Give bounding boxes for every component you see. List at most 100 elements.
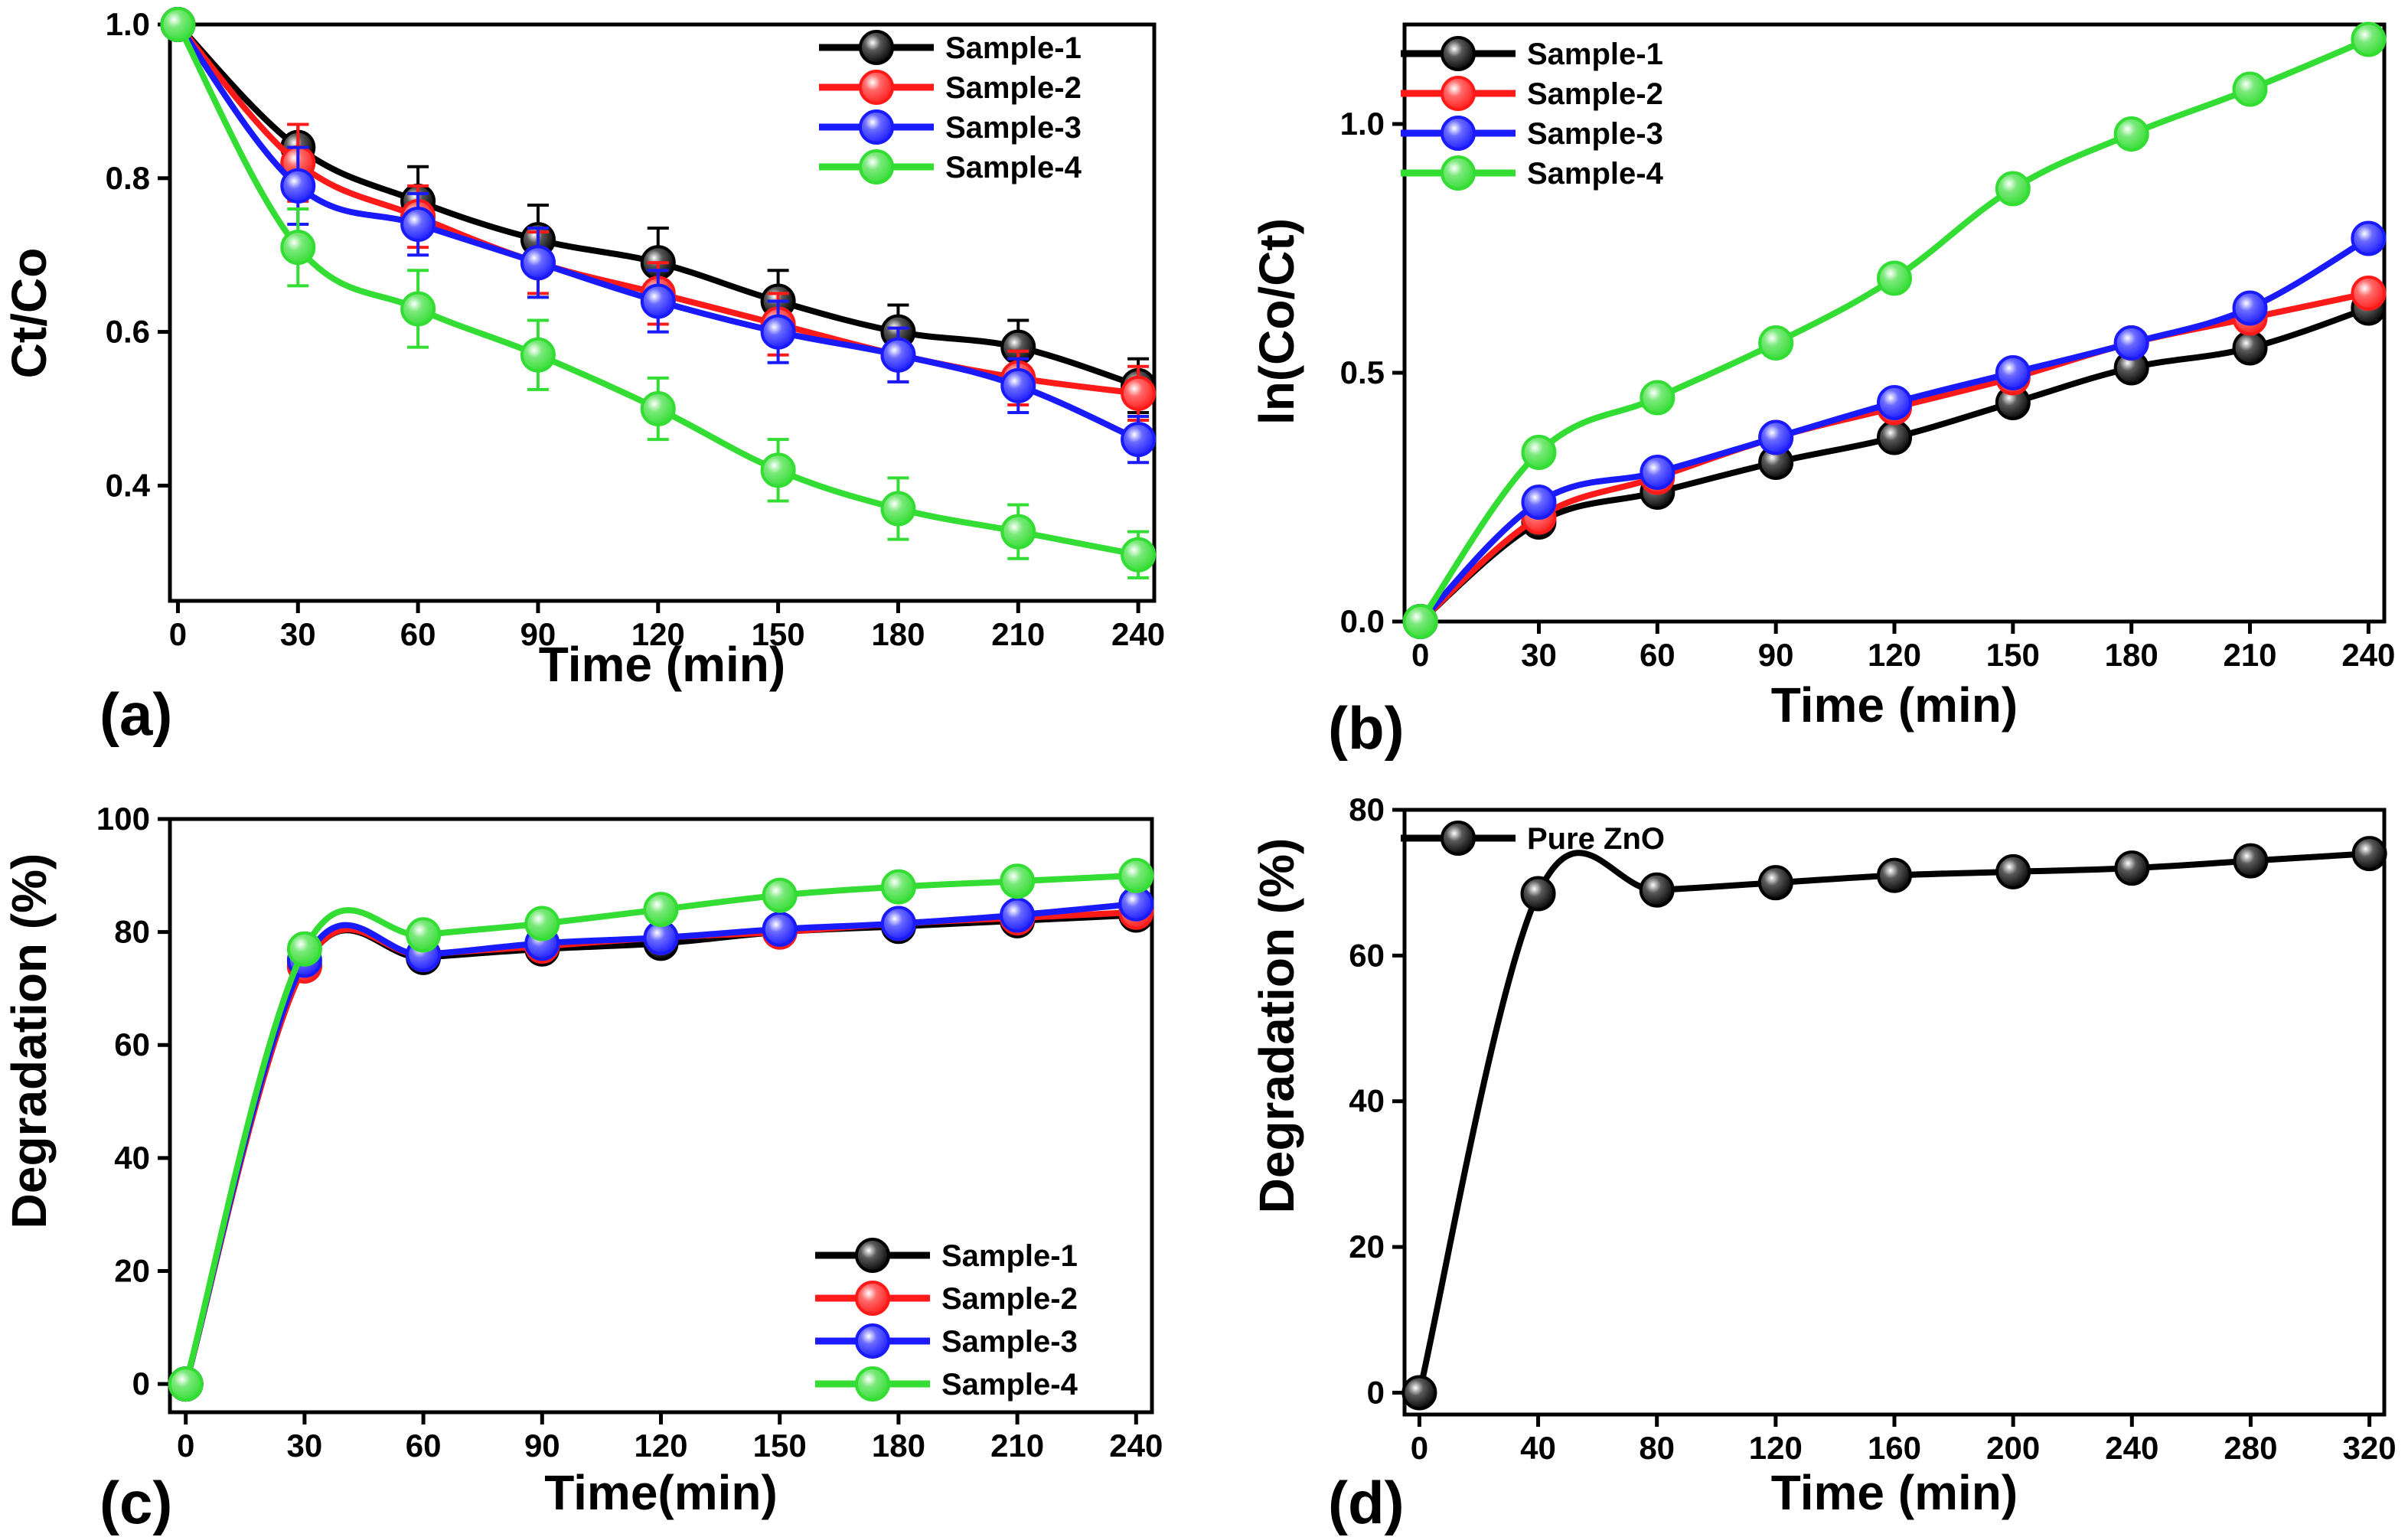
data-point bbox=[2233, 843, 2269, 879]
legend-marker bbox=[1441, 821, 1476, 856]
panel-1: 0 30 60 90 120 150 180 210 240 0.4 0.6 0.8 1.0 Time (… bbox=[2, 6, 1165, 748]
legend-label: Sample-1 bbox=[941, 1239, 1078, 1273]
data-point bbox=[1995, 355, 2031, 390]
x-axis-label: Time (min) bbox=[1771, 1465, 2018, 1520]
x-tick-label: 40 bbox=[1520, 1430, 1556, 1466]
data-point bbox=[640, 391, 676, 426]
data-point bbox=[520, 337, 556, 373]
data-point bbox=[2232, 330, 2268, 366]
series-sample-4 bbox=[168, 857, 1154, 1402]
data-point bbox=[2351, 276, 2387, 311]
data-point bbox=[524, 906, 560, 941]
data-point bbox=[168, 1366, 204, 1402]
legend-marker bbox=[1441, 36, 1476, 71]
y-tick-label: 0.4 bbox=[106, 467, 151, 503]
y-axis-label: Ct/Co bbox=[2, 248, 57, 379]
data-point bbox=[1758, 325, 1794, 361]
x-tick-label: 240 bbox=[2341, 637, 2395, 673]
legend-marker bbox=[855, 1323, 890, 1359]
legend-label: Sample-4 bbox=[945, 151, 1082, 184]
data-point bbox=[2351, 836, 2387, 872]
x-tick-label: 30 bbox=[1521, 637, 1557, 673]
data-point bbox=[880, 906, 916, 941]
data-point bbox=[762, 877, 798, 913]
legend-marker bbox=[855, 1238, 890, 1273]
legend-marker bbox=[1441, 155, 1476, 191]
legend-label: Sample-2 bbox=[1527, 77, 1663, 111]
data-point bbox=[1000, 367, 1036, 403]
data-point bbox=[1995, 171, 2031, 207]
legend: Pure ZnO bbox=[1401, 821, 1665, 856]
panel-2: 0 30 60 90 120 150 180 210 240 0.0 0.5 1.0 Time (min… bbox=[1249, 21, 2395, 762]
x-tick-label: 90 bbox=[520, 616, 556, 652]
data-point bbox=[1402, 604, 1438, 639]
x-tick-label: 0 bbox=[1411, 1430, 1428, 1466]
legend: Sample-1 Sample-2 Sample-3 Sample-4 bbox=[1401, 36, 1664, 191]
x-tick-label: 160 bbox=[1868, 1430, 1921, 1466]
x-axis-label: Time (min) bbox=[539, 637, 785, 692]
legend-label: Sample-1 bbox=[945, 31, 1082, 65]
series-line bbox=[1417, 290, 2372, 625]
series-line bbox=[1416, 850, 2373, 1396]
x-tick-label: 30 bbox=[287, 1428, 323, 1464]
data-point bbox=[2114, 850, 2150, 886]
x-tick-label: 180 bbox=[871, 616, 925, 652]
data-point bbox=[1121, 422, 1157, 458]
data-point bbox=[1640, 380, 1675, 416]
x-tick-label: 180 bbox=[2105, 637, 2158, 673]
x-tick-label: 200 bbox=[1986, 1430, 2040, 1466]
y-tick-label: 80 bbox=[1349, 791, 1385, 827]
x-tick-label: 180 bbox=[872, 1428, 925, 1464]
data-point bbox=[1118, 857, 1154, 893]
data-point bbox=[1521, 435, 1557, 470]
y-axis-label: Degradation (%) bbox=[2, 853, 57, 1229]
data-point bbox=[400, 291, 436, 327]
data-point bbox=[760, 314, 796, 350]
series-sample-4 bbox=[1402, 21, 2387, 639]
data-point bbox=[1640, 455, 1675, 490]
x-tick-label: 150 bbox=[753, 1428, 807, 1464]
legend-marker bbox=[859, 30, 894, 65]
data-point bbox=[2351, 21, 2387, 57]
legend-marker bbox=[855, 1366, 890, 1402]
data-point bbox=[160, 7, 196, 42]
legend-marker bbox=[1441, 76, 1476, 111]
y-tick-label: 60 bbox=[114, 1026, 150, 1062]
panel-label: (d) bbox=[1328, 1469, 1405, 1536]
y-tick-label: 1.0 bbox=[1340, 106, 1385, 142]
series-line bbox=[1417, 305, 2372, 625]
data-point bbox=[1877, 260, 1912, 296]
data-point bbox=[1758, 419, 1794, 455]
x-tick-label: 240 bbox=[1109, 1428, 1163, 1464]
data-point bbox=[286, 931, 322, 967]
data-point bbox=[1121, 537, 1157, 573]
data-point bbox=[1521, 485, 1557, 520]
x-tick-label: 120 bbox=[1749, 1430, 1803, 1466]
panel-label: (c) bbox=[100, 1469, 172, 1536]
x-tick-label: 60 bbox=[400, 616, 436, 652]
panel-label: (b) bbox=[1328, 694, 1405, 762]
y-tick-label: 0.6 bbox=[106, 314, 150, 350]
x-tick-label: 90 bbox=[524, 1428, 560, 1464]
plot-frame bbox=[168, 22, 1157, 603]
legend-marker bbox=[859, 109, 894, 145]
data-point bbox=[1000, 514, 1036, 550]
y-tick-label: 40 bbox=[1349, 1083, 1385, 1119]
data-point bbox=[280, 230, 316, 266]
data-point bbox=[520, 245, 556, 281]
series-sample-4 bbox=[160, 7, 1157, 579]
panel-4: 0 40 80 120 160 200 240 280 320 0 20 40 60 80 Time (mi… bbox=[1249, 791, 2397, 1536]
data-point bbox=[640, 283, 676, 319]
x-tick-label: 150 bbox=[752, 616, 805, 652]
data-point bbox=[762, 911, 798, 947]
data-point bbox=[2113, 325, 2149, 361]
data-point bbox=[2351, 220, 2387, 256]
x-tick-label: 240 bbox=[2105, 1430, 2158, 1466]
series-sample-1 bbox=[160, 7, 1157, 415]
data-point bbox=[880, 337, 916, 373]
data-point bbox=[1000, 897, 1036, 933]
data-point bbox=[400, 207, 436, 243]
x-axis-label: Time(min) bbox=[544, 1465, 778, 1520]
data-point bbox=[880, 869, 916, 905]
